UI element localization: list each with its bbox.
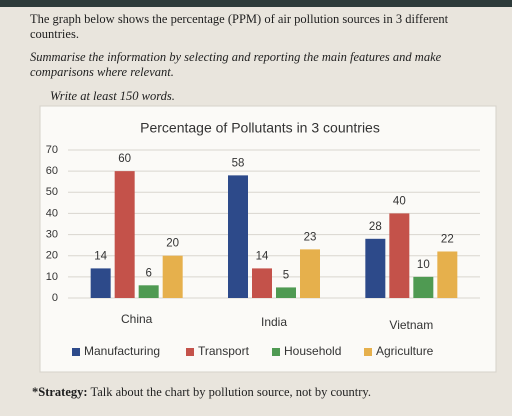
data-label: 23 — [304, 231, 317, 243]
legend-swatch — [272, 348, 280, 356]
y-tick-label: 20 — [46, 250, 58, 262]
legend-swatch — [72, 348, 80, 356]
bar — [228, 175, 248, 298]
y-tick-label: 70 — [46, 144, 58, 156]
data-label: 14 — [256, 250, 269, 262]
legend-swatch — [364, 348, 372, 356]
bar — [437, 251, 458, 298]
data-label: 14 — [94, 250, 107, 262]
data-label: 58 — [232, 157, 245, 169]
top-bar — [0, 0, 512, 7]
bar — [389, 213, 410, 298]
word-count: Write at least 150 words. — [50, 89, 175, 103]
x-tick-label: Vietnam — [389, 318, 433, 332]
data-label: 28 — [369, 221, 382, 233]
bar — [252, 268, 272, 298]
data-label: 22 — [441, 234, 454, 246]
data-label: 40 — [393, 195, 406, 207]
data-label: 60 — [118, 153, 131, 165]
x-tick-label: India — [261, 315, 287, 329]
legend-label: Manufacturing — [84, 344, 160, 358]
bar — [114, 171, 135, 298]
intro-text: The graph below shows the percentage (PP… — [30, 12, 449, 41]
legend-swatch — [186, 348, 194, 356]
strategy-note: *Strategy: Talk about the chart by pollu… — [32, 385, 502, 400]
data-label: 20 — [166, 238, 179, 250]
y-tick-label: 40 — [46, 207, 58, 219]
legend-label: Household — [284, 344, 341, 358]
strategy-label: *Strategy: — [32, 385, 88, 399]
bar — [162, 255, 183, 298]
x-tick-label: China — [121, 312, 153, 326]
y-tick-label: 10 — [46, 271, 58, 283]
legend-label: Agriculture — [376, 344, 434, 358]
data-label: 5 — [283, 269, 289, 281]
strategy-text: Talk about the chart by pollution source… — [90, 385, 371, 399]
chart-title: Percentage of Pollutants in 3 countries — [140, 120, 380, 136]
task-text: Summarise the information by selecting a… — [30, 50, 442, 79]
bar — [365, 238, 386, 298]
bar — [138, 285, 159, 298]
y-tick-label: 30 — [46, 228, 58, 240]
bar — [300, 249, 320, 298]
legend-label: Transport — [198, 344, 250, 358]
bar — [413, 276, 434, 298]
y-tick-label: 0 — [52, 292, 58, 304]
y-tick-label: 50 — [46, 186, 58, 198]
y-tick-label: 60 — [46, 165, 58, 177]
data-label: 6 — [145, 267, 151, 279]
bar — [276, 287, 296, 298]
bar — [90, 268, 111, 298]
data-label: 10 — [417, 259, 430, 271]
